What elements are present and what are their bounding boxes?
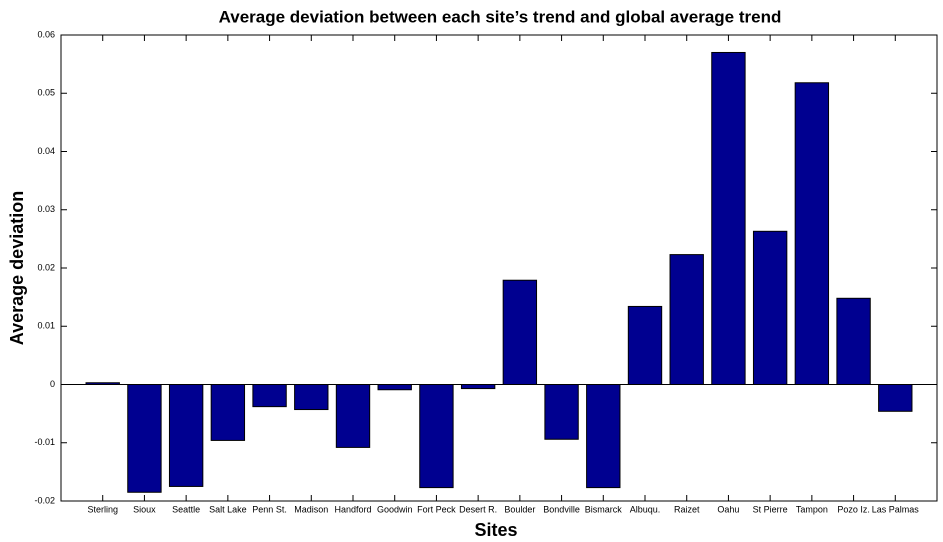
y-tick-label: 0.05 [37, 88, 55, 98]
x-tick-label: Bondville [543, 504, 580, 514]
x-tick-label: Oahu [717, 504, 739, 514]
plot-frame [60, 34, 938, 502]
y-tick-label: -0.02 [34, 495, 55, 505]
x-tick-label: Albuqu. [630, 504, 661, 514]
bar [502, 279, 538, 386]
x-tick-label: Sioux [133, 504, 156, 514]
chart-title: Average deviation between each site’s tr… [219, 7, 782, 26]
y-tick-label: 0 [50, 379, 55, 389]
x-tick-label: Las Palmas [872, 504, 920, 514]
x-axis-label: Sites [474, 520, 517, 540]
bar [836, 297, 871, 386]
y-tick-label: -0.01 [34, 437, 55, 447]
x-tick-label: Bismarck [585, 504, 623, 514]
bar [878, 384, 913, 412]
bar [335, 384, 371, 448]
bar [210, 384, 246, 441]
x-tick-label: Handford [334, 504, 371, 514]
bar [377, 384, 412, 391]
y-axis-label: Average deviation [7, 191, 27, 345]
bar [544, 384, 579, 440]
y-tick-label: 0.01 [37, 321, 55, 331]
x-tick-label: Salt Lake [209, 504, 247, 514]
x-tick-label: Sterling [87, 504, 118, 514]
x-tick-label: Tampon [796, 504, 828, 514]
bar [419, 384, 454, 489]
bar [168, 384, 204, 487]
x-tick-label: Madison [294, 504, 328, 514]
x-tick-label: St Pierre [753, 504, 788, 514]
bar [460, 384, 496, 390]
x-tick-label: Goodwin [377, 504, 413, 514]
x-tick-label: Pozo Iz. [837, 504, 870, 514]
bar [752, 230, 788, 385]
bar [586, 384, 621, 489]
x-tick-label: Desert R. [459, 504, 497, 514]
bar [711, 51, 746, 385]
bar [127, 384, 162, 493]
bar [294, 384, 329, 411]
x-tick-label: Fort Peck [417, 504, 456, 514]
bar [627, 305, 663, 386]
x-tick-label: Penn St. [252, 504, 287, 514]
bar [252, 384, 287, 408]
y-tick-label: 0.03 [37, 204, 55, 214]
bar [794, 82, 830, 385]
x-tick-label: Raizet [674, 504, 700, 514]
y-tick-label: 0.02 [37, 262, 55, 272]
y-tick-label: 0.06 [37, 29, 55, 39]
x-tick-label: Boulder [504, 504, 535, 514]
x-tick-label: Seattle [172, 504, 200, 514]
bar [669, 254, 704, 385]
y-tick-label: 0.04 [37, 146, 55, 156]
